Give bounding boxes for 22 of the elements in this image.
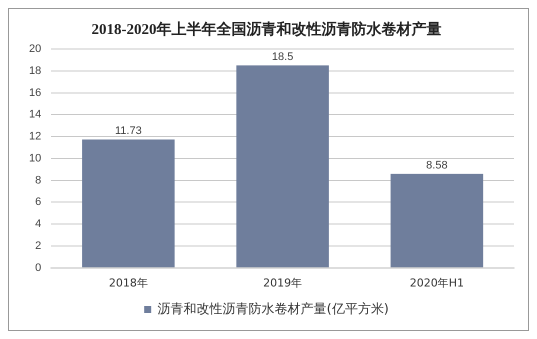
y-tick-label: 2 [35, 240, 42, 252]
y-tick-label: 18 [28, 64, 42, 77]
y-tick-label: 16 [28, 86, 42, 99]
x-tick-label: 2019年 [263, 276, 302, 290]
y-tick-label: 8 [35, 174, 42, 186]
x-tick-label: 2020年H1 [410, 276, 464, 290]
bar [236, 65, 329, 268]
y-tick-label: 20 [28, 43, 42, 56]
data-label: 8.58 [426, 159, 448, 172]
legend-label: 沥青和改性沥青防水卷材产量(亿平方米) [158, 300, 389, 317]
y-tick-label: 0 [35, 262, 42, 274]
bar [82, 139, 175, 268]
y-tick-label: 12 [28, 130, 42, 143]
data-label: 11.73 [115, 125, 142, 138]
x-tick-label: 2018年 [108, 276, 148, 290]
data-label: 18.5 [272, 50, 294, 63]
y-tick-label: 10 [28, 152, 42, 164]
y-tick-label: 14 [28, 108, 42, 121]
y-tick-label: 6 [35, 196, 42, 208]
chart-title: 2018-2020年上半年全国沥青和改性沥青防水卷材产量 [92, 20, 442, 38]
y-tick-label: 4 [35, 218, 42, 230]
bar [390, 174, 484, 268]
